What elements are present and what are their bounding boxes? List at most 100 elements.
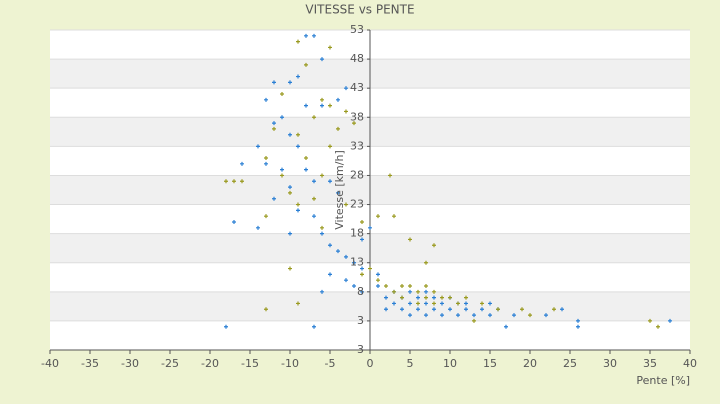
- point: [432, 301, 436, 306]
- y-tick-label: 23: [350, 198, 364, 211]
- point: [432, 295, 436, 300]
- point: [560, 307, 564, 312]
- point: [320, 173, 324, 178]
- point: [456, 301, 460, 306]
- point: [288, 266, 292, 271]
- point: [352, 260, 356, 265]
- x-tick-label: 25: [563, 357, 577, 370]
- point: [424, 289, 428, 294]
- point: [392, 301, 396, 306]
- point: [304, 167, 308, 172]
- x-tick-label: -15: [241, 357, 259, 370]
- point: [320, 57, 324, 62]
- grid: [49, 29, 691, 354]
- point: [360, 220, 364, 224]
- point: [272, 126, 276, 131]
- x-tick-label: -30: [121, 357, 139, 370]
- point: [424, 260, 428, 265]
- x-tick-label: -25: [161, 357, 179, 370]
- point: [328, 144, 332, 149]
- point: [456, 313, 460, 318]
- point: [264, 156, 268, 160]
- point: [472, 313, 476, 318]
- point: [272, 80, 276, 85]
- point: [312, 214, 316, 219]
- point: [296, 301, 300, 306]
- point: [544, 313, 548, 318]
- point: [264, 97, 268, 102]
- point: [288, 80, 292, 85]
- point: [368, 225, 372, 230]
- x-tick-label: -40: [41, 357, 59, 370]
- x-tick-label: 35: [643, 357, 657, 370]
- point: [288, 231, 292, 236]
- point: [280, 167, 284, 172]
- point: [464, 295, 468, 300]
- x-tick-label: 40: [683, 357, 697, 370]
- point: [388, 173, 392, 178]
- point: [336, 126, 340, 131]
- point: [224, 324, 228, 329]
- y-tick-label: 48: [350, 52, 364, 65]
- point: [408, 284, 412, 288]
- point: [328, 45, 332, 50]
- y-tick-label: 43: [350, 81, 364, 94]
- point: [416, 295, 420, 300]
- point: [432, 289, 436, 294]
- y-tick-label: 13: [350, 256, 364, 269]
- point: [408, 237, 412, 242]
- point: [432, 307, 436, 312]
- point: [384, 295, 388, 300]
- point: [320, 225, 324, 230]
- point: [448, 295, 452, 300]
- point: [424, 284, 428, 288]
- x-axis-title: Pente [%]: [636, 374, 690, 387]
- point: [296, 132, 300, 137]
- point: [232, 220, 236, 224]
- x-tick-label: 30: [603, 357, 617, 370]
- y-tick-label: 33: [350, 139, 364, 152]
- point: [304, 156, 308, 160]
- point: [304, 33, 308, 38]
- y-tick-label: 18: [350, 227, 364, 240]
- point: [328, 179, 332, 184]
- point: [328, 243, 332, 248]
- point: [344, 202, 348, 207]
- point: [360, 272, 364, 277]
- point: [424, 301, 428, 306]
- point: [336, 97, 340, 102]
- point: [264, 214, 268, 219]
- point: [256, 225, 260, 230]
- y-tick-label: 53: [350, 23, 364, 36]
- x-tick-label: 10: [443, 357, 457, 370]
- point: [264, 307, 268, 312]
- point: [408, 301, 412, 306]
- point: [296, 202, 300, 207]
- point: [416, 301, 420, 306]
- point: [312, 324, 316, 329]
- point: [488, 313, 492, 318]
- point: [288, 185, 292, 190]
- point: [464, 307, 468, 312]
- y-tick-label: 3: [357, 314, 364, 327]
- point: [656, 324, 660, 329]
- point: [368, 266, 372, 271]
- point: [296, 39, 300, 44]
- point: [464, 301, 468, 306]
- point: [520, 307, 524, 312]
- point: [288, 132, 292, 137]
- point: [320, 103, 324, 108]
- x-tick-label: 5: [407, 357, 414, 370]
- point: [280, 92, 284, 96]
- point: [376, 214, 380, 219]
- point: [280, 173, 284, 178]
- point: [272, 196, 276, 201]
- point: [528, 313, 532, 318]
- point: [360, 237, 364, 242]
- x-tick-label: -20: [201, 357, 219, 370]
- point: [328, 103, 332, 108]
- point: [668, 318, 672, 323]
- point: [480, 301, 484, 306]
